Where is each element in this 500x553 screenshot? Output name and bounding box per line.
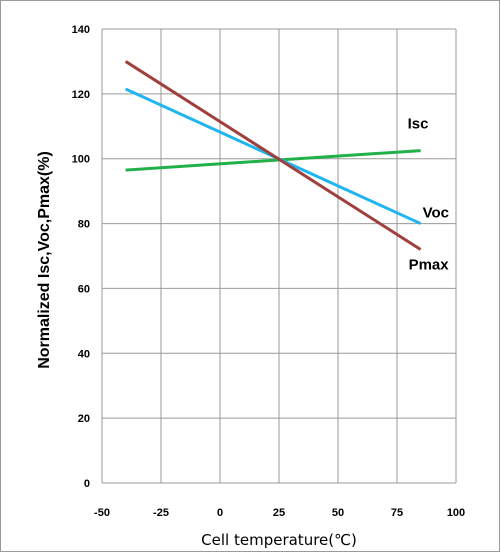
grid [101,28,457,484]
y-tick-label: 100 [72,154,90,166]
x-tick-label: 75 [391,507,403,519]
x-axis-title: Cell temperature(℃) [201,531,357,549]
x-tick-label: -50 [94,507,110,519]
x-tick-label: 100 [447,507,465,519]
y-tick-label: 0 [84,478,90,490]
x-tick-label: 50 [332,507,344,519]
series-labels: Isc Voc Pmax [408,116,450,274]
y-tick-label: 60 [78,283,90,295]
y-tick-label: 120 [72,89,90,101]
series-lines [124,60,422,251]
x-tick-label: -25 [153,507,169,519]
y-axis-title: Normalized Isc,Voc,Pmax(%) [36,151,53,369]
y-tick-label: 140 [72,24,90,36]
series-label-isc: Isc [408,116,429,133]
y-tick-label: 20 [78,413,90,425]
series-label-voc: Voc [423,205,449,222]
series-line-pmax [124,60,422,251]
x-tick-label: 25 [273,507,285,519]
tick-labels: 0 20 40 60 80 100 120 140 -50 -25 0 25 50 75 100 [72,24,466,519]
y-tick-label: 40 [78,348,90,360]
series-line-isc [125,149,421,172]
y-tick-label: 80 [78,219,90,231]
x-tick-label: 0 [217,507,223,519]
series-label-pmax: Pmax [409,257,450,274]
